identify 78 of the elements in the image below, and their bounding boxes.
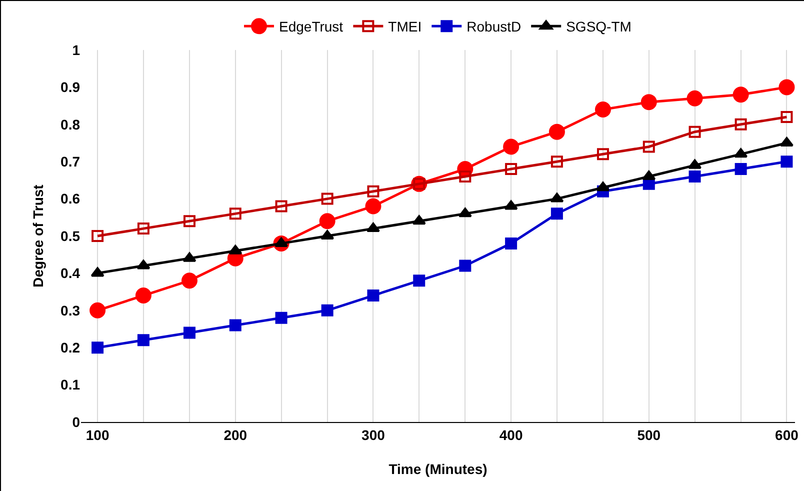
point	[367, 290, 380, 302]
point	[688, 126, 701, 138]
point	[92, 230, 104, 242]
y-tick-label: 0.2	[60, 340, 80, 356]
point	[137, 334, 150, 346]
x-tick-label: 600	[775, 426, 799, 443]
point	[366, 222, 380, 232]
legend-label: SGSQ-TM	[566, 18, 632, 35]
point	[229, 208, 242, 220]
point	[642, 170, 656, 180]
point	[458, 208, 472, 218]
point	[274, 237, 288, 247]
point	[778, 79, 795, 96]
point	[594, 102, 611, 118]
point	[275, 312, 288, 324]
point	[365, 198, 382, 214]
y-tick-label: 0.7	[60, 154, 80, 170]
x-tick-label: 400	[499, 426, 523, 443]
point	[550, 192, 564, 202]
point	[686, 90, 703, 106]
point	[319, 213, 336, 230]
point	[688, 159, 702, 169]
point	[550, 156, 563, 168]
point	[640, 94, 657, 110]
point	[459, 260, 472, 272]
point	[459, 170, 472, 182]
point	[596, 182, 610, 192]
y-tick-label: 0.3	[60, 302, 80, 318]
point	[780, 156, 793, 168]
point	[505, 163, 518, 176]
point	[548, 124, 565, 140]
y-tick-label: 0	[72, 414, 80, 430]
point	[413, 274, 426, 287]
point	[412, 215, 426, 225]
point	[228, 244, 242, 254]
point	[137, 222, 150, 235]
x-tick-label: 500	[637, 426, 661, 443]
point	[321, 304, 334, 316]
y-tick-label: 0.5	[60, 228, 80, 244]
point	[780, 110, 793, 123]
y-tick-label: 0.1	[60, 376, 80, 393]
point	[732, 86, 749, 103]
point	[734, 163, 747, 176]
point	[734, 148, 748, 158]
y-axis-title: Degree of Trust	[30, 184, 46, 288]
x-axis-title: Time (Minutes)	[388, 461, 488, 477]
point	[503, 138, 520, 155]
y-tick-label: 0.8	[60, 116, 80, 132]
point	[181, 272, 198, 289]
point	[504, 200, 518, 210]
point	[182, 252, 196, 262]
y-tick-label: 0.9	[60, 79, 80, 96]
y-tick-label: 0.6	[60, 190, 80, 207]
point	[90, 267, 104, 277]
point	[183, 326, 196, 339]
x-tick-label: 300	[362, 426, 386, 443]
point	[642, 140, 655, 153]
y-tick-label: 0.4	[60, 265, 80, 282]
point	[550, 208, 563, 220]
legend-label: RobustD	[466, 18, 522, 35]
point	[90, 302, 106, 318]
point	[688, 170, 701, 182]
x-tick-label: 100	[86, 426, 110, 443]
x-tick-label: 200	[224, 426, 248, 443]
point	[183, 215, 196, 228]
legend-label: TMEI	[388, 18, 422, 35]
point	[596, 148, 609, 160]
point	[229, 319, 242, 332]
y-tick-label: 1	[72, 42, 80, 58]
point	[136, 260, 150, 270]
point	[367, 185, 380, 198]
point	[321, 192, 334, 205]
point	[505, 237, 518, 250]
point	[135, 288, 152, 304]
point	[275, 200, 288, 212]
legend-label: EdgeTrust	[279, 18, 344, 35]
point	[734, 118, 747, 130]
point	[92, 342, 104, 354]
